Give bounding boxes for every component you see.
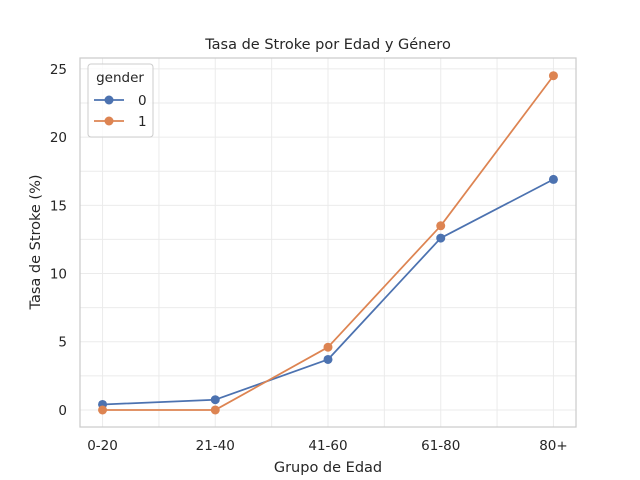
x-tick-label: 80+ xyxy=(539,438,568,454)
legend-marker xyxy=(104,116,114,126)
plot-frame xyxy=(79,57,577,428)
x-tick-label: 61-80 xyxy=(421,438,460,454)
y-axis-title: Tasa de Stroke (%) xyxy=(28,174,44,310)
legend-label: 0 xyxy=(138,93,147,109)
data-point xyxy=(323,342,333,352)
legend-entry: 0 xyxy=(94,93,147,109)
chart-title: Tasa de Stroke por Edad y Género xyxy=(204,37,451,53)
data-point xyxy=(98,405,108,415)
legend-marker xyxy=(104,95,114,105)
legend-label: 1 xyxy=(138,114,147,130)
y-tick-label: 10 xyxy=(50,267,67,283)
x-tick-label: 0-20 xyxy=(87,438,118,454)
legend-title: gender xyxy=(96,70,144,86)
y-tick-label: 5 xyxy=(58,335,67,351)
data-point xyxy=(436,233,446,243)
grid xyxy=(80,58,576,427)
y-tick-label: 15 xyxy=(50,198,67,214)
legend-entries: 01 xyxy=(94,93,147,130)
x-tick-label: 21-40 xyxy=(196,438,235,454)
y-tick-label: 0 xyxy=(58,403,67,419)
x-axis-title: Grupo de Edad xyxy=(274,460,382,476)
data-point xyxy=(436,221,446,231)
series-layer xyxy=(98,71,558,415)
legend-entry: 1 xyxy=(94,114,147,130)
data-point xyxy=(210,405,220,415)
data-point xyxy=(548,174,558,184)
data-point xyxy=(210,395,220,405)
series-0 xyxy=(98,174,558,409)
data-point xyxy=(548,71,558,81)
data-point xyxy=(323,354,333,364)
legend: gender 01 xyxy=(87,63,154,138)
x-tick-label: 41-60 xyxy=(308,438,347,454)
y-tick-label: 25 xyxy=(50,62,67,78)
y-tick-label: 20 xyxy=(50,130,67,146)
series-1 xyxy=(98,71,558,415)
